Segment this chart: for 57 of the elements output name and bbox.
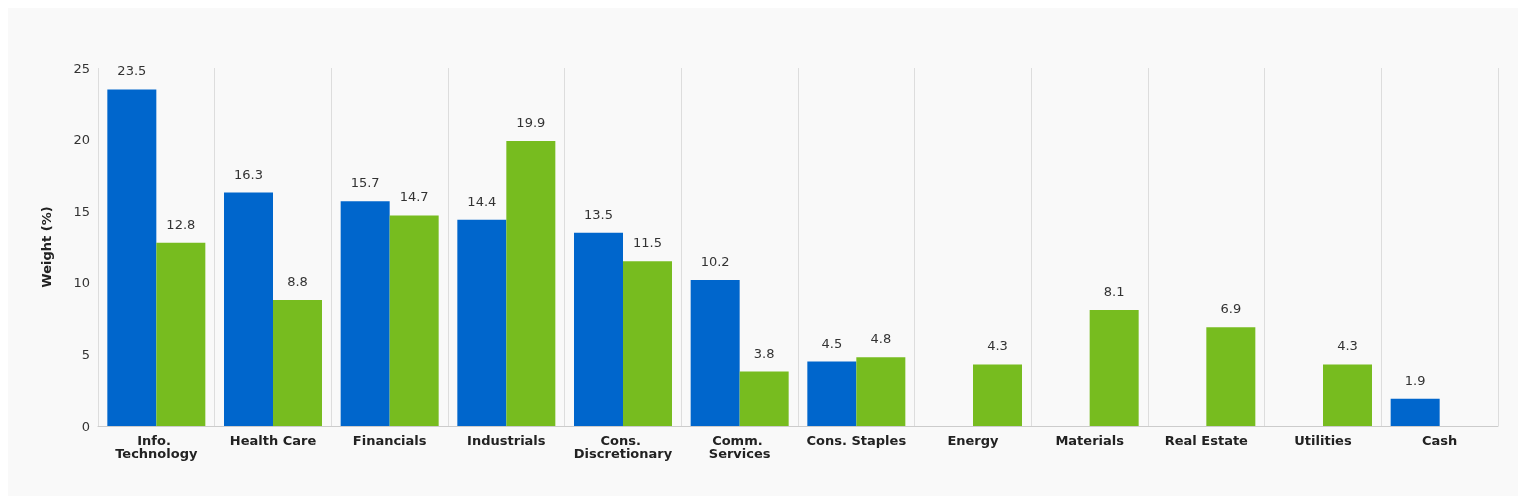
data-label: 16.3 <box>234 166 263 182</box>
x-tick-label: Utilities <box>1294 433 1352 448</box>
bar <box>1089 310 1139 426</box>
y-tick-label: 5 <box>81 346 90 362</box>
x-tick-label: Real Estate <box>1164 433 1249 448</box>
data-label: 11.5 <box>633 235 662 251</box>
y-tick-label: 15 <box>73 203 90 219</box>
data-label: 4.5 <box>821 335 843 351</box>
data-label: 19.9 <box>516 115 546 131</box>
x-tick-label: Cash <box>1422 433 1458 448</box>
data-label: 8.8 <box>287 273 308 289</box>
bar <box>389 215 439 426</box>
data-label: 1.9 <box>1404 372 1426 388</box>
x-tick-label: Cons. Discretionary <box>573 433 673 461</box>
bar <box>506 141 556 426</box>
x-tick-label: Info. Technology <box>115 433 198 461</box>
x-tick-label: Industrials <box>467 433 546 448</box>
y-tick-label: 25 <box>73 60 90 76</box>
data-label: 15.7 <box>350 175 380 191</box>
x-tick-label: Materials <box>1055 433 1125 448</box>
bar <box>156 242 206 426</box>
x-tick-label: Energy <box>947 433 1000 448</box>
y-axis-title: Weight (%) <box>39 206 54 288</box>
bar <box>623 261 672 426</box>
data-label: 13.5 <box>584 206 613 222</box>
bar <box>1206 327 1256 426</box>
bar <box>340 201 390 426</box>
data-label: 6.9 <box>1220 301 1242 317</box>
data-label: 8.1 <box>1103 284 1125 300</box>
data-label: 14.4 <box>467 193 497 209</box>
data-label: 4.3 <box>987 338 1008 354</box>
bar <box>739 371 789 426</box>
data-label: 14.7 <box>399 189 429 205</box>
bar <box>1390 398 1440 426</box>
data-label: 3.8 <box>753 345 775 361</box>
bar <box>224 192 273 426</box>
bar <box>574 232 623 426</box>
bar <box>273 299 322 426</box>
data-label: 4.3 <box>1337 338 1358 354</box>
y-tick-label: 10 <box>73 275 90 291</box>
data-label: 23.5 <box>117 63 147 79</box>
bar <box>807 361 857 426</box>
x-tick-label: Cons. Staples <box>806 433 907 448</box>
bar <box>1323 364 1372 426</box>
data-label: 12.8 <box>166 216 196 232</box>
bar <box>107 89 157 426</box>
bar <box>690 279 740 426</box>
bar <box>457 219 507 426</box>
x-tick-label: Comm. Services <box>708 433 771 461</box>
x-tick-label: Health Care <box>229 433 317 448</box>
bar <box>856 357 906 426</box>
y-tick-label: 0 <box>81 418 90 434</box>
y-tick-label: 20 <box>73 132 90 148</box>
bar <box>973 364 1022 426</box>
data-label: 4.8 <box>870 331 892 347</box>
x-tick-label: Financials <box>352 433 427 448</box>
data-label: 10.2 <box>700 253 730 269</box>
